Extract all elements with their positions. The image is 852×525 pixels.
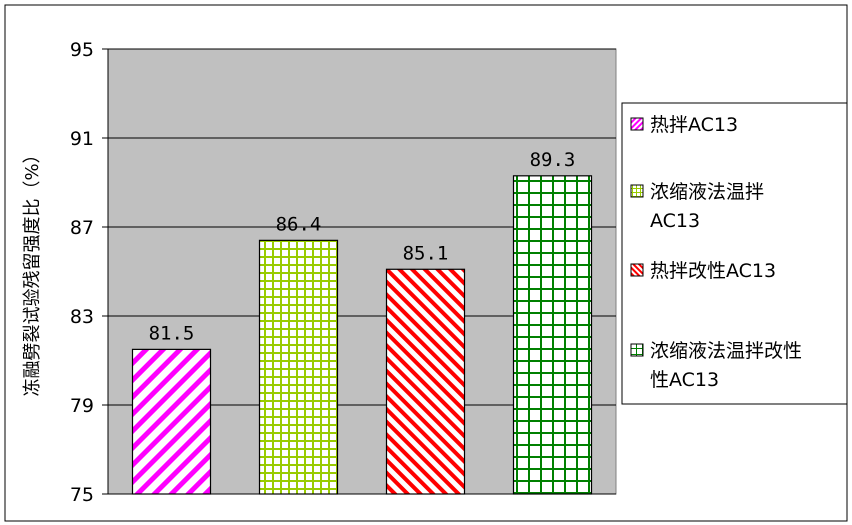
bar-3 [385, 268, 466, 495]
legend-swatch-2 [630, 184, 644, 198]
data-label-4: 89.3 [530, 149, 576, 171]
legend-label-4: 浓缩液法温拌改性 [650, 340, 802, 362]
legend-label-2: 浓缩液法温拌 [650, 181, 764, 203]
bar-2 [258, 239, 339, 495]
legend-label-4: 性AC13 [650, 369, 719, 391]
bars [131, 175, 593, 495]
legend-label-1: 热拌AC13 [650, 114, 738, 136]
data-label-3: 85.1 [403, 242, 449, 264]
legend-swatch-3 [630, 263, 644, 277]
y-tick-label: 83 [70, 306, 94, 328]
y-tick-label: 79 [70, 395, 94, 417]
legend-box [621, 102, 848, 405]
y-axis: 75 79 83 87 91 95 [70, 39, 616, 506]
legend-label-3: 热拌改性AC13 [650, 260, 776, 282]
legend-label-2: AC13 [650, 210, 700, 232]
legend-swatch-4 [630, 343, 644, 357]
y-axis-label: 冻融劈裂试验残留强度比（%） [22, 145, 43, 396]
bar-4 [512, 175, 593, 495]
y-tick-label: 95 [70, 39, 94, 61]
y-tick-label: 91 [70, 128, 94, 150]
legend-swatch-1 [630, 117, 644, 131]
bar-1 [131, 348, 212, 495]
y-tick-label: 75 [70, 484, 94, 506]
value-labels: 81.5 86.4 85.1 89.3 [149, 149, 576, 345]
y-tick-label: 87 [70, 217, 94, 239]
data-label-2: 86.4 [276, 213, 322, 235]
data-label-1: 81.5 [149, 322, 195, 344]
